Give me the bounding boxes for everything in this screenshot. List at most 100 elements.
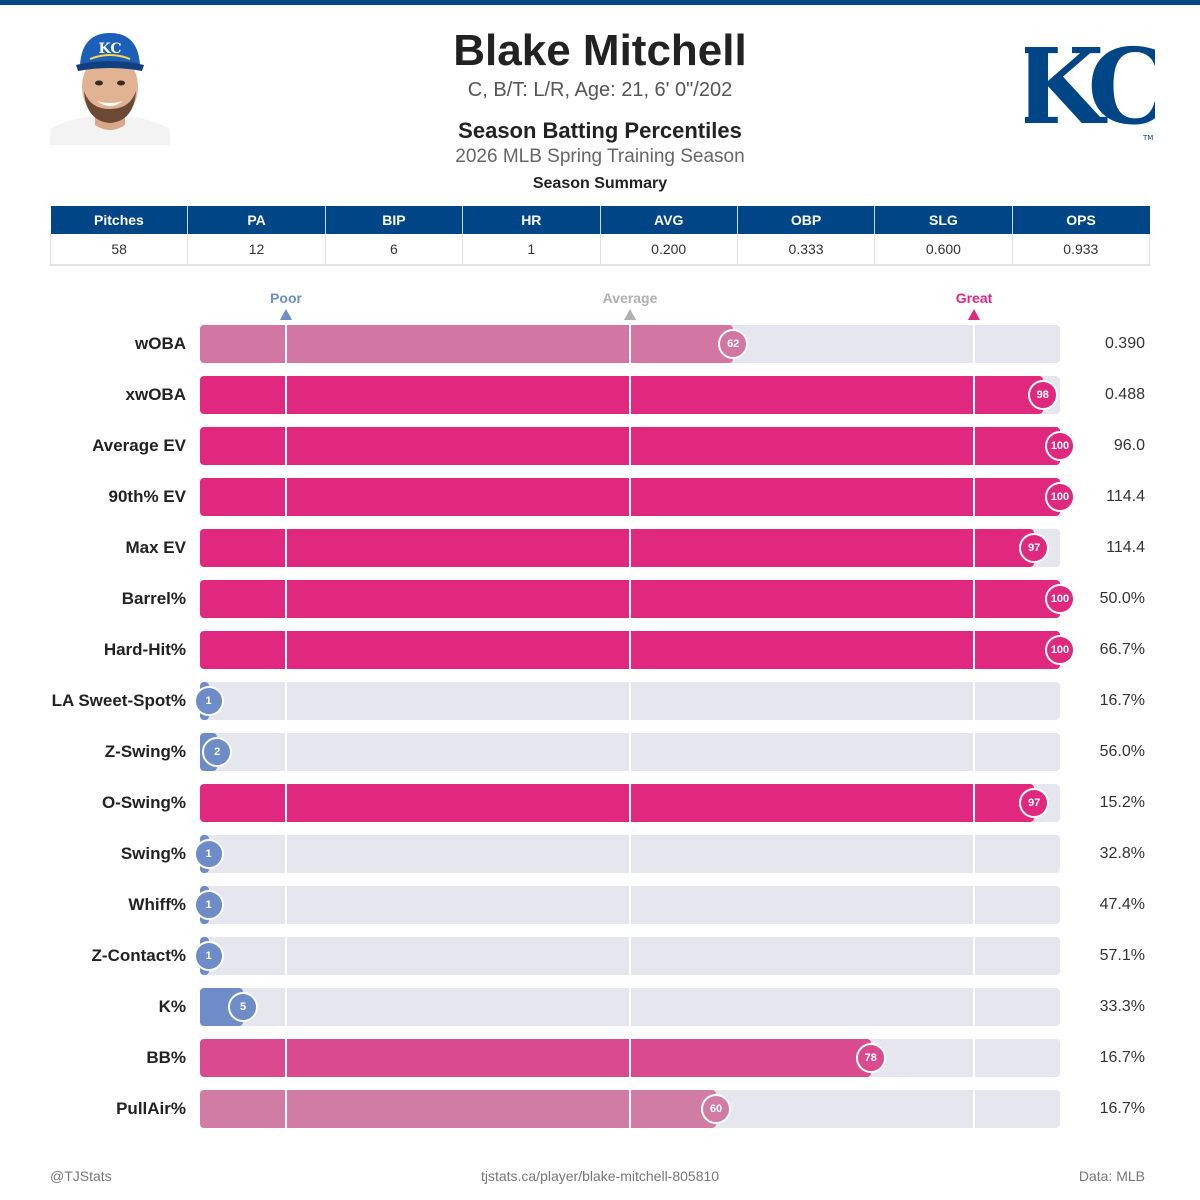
percentile-bar [200, 1039, 871, 1077]
percentile-row: xwOBA 98 0.488 [0, 375, 1200, 415]
percentile-badge: 1 [193, 686, 224, 716]
reference-gridline [973, 937, 975, 975]
metric-value: 0.488 [1104, 386, 1145, 403]
reference-gridline [285, 886, 287, 924]
reference-gridline [973, 886, 975, 924]
percentile-badge: 5 [228, 992, 258, 1022]
metric-value: 96.0 [1113, 437, 1145, 454]
reference-gridline [285, 988, 287, 1026]
reference-gridline [973, 988, 975, 1026]
reference-gridline [973, 733, 975, 771]
player-bio: C, B/T: L/R, Age: 21, 6' 0"/202 [467, 79, 733, 101]
metric-label: xwOBA [125, 385, 186, 404]
percentile-track: 97 [200, 529, 1060, 567]
reference-gridline [629, 988, 631, 1026]
percentile-track: 2 [200, 733, 1060, 771]
percentile-track: 1 [193, 835, 1060, 873]
percentile-track: 98 [200, 376, 1060, 414]
summary-cell: 0.933 [1012, 234, 1151, 266]
percentile-row: BB% 78 16.7% [0, 1038, 1200, 1078]
percentile-bar [200, 325, 734, 363]
percentile-badge: 98 [1027, 380, 1058, 410]
metric-value: 33.3% [1099, 998, 1145, 1015]
percentile-track: 1 [193, 682, 1060, 720]
metric-value: 16.7% [1099, 1100, 1145, 1117]
summary-col-header: PA [187, 206, 326, 234]
season-label: 2026 MLB Spring Training Season [455, 146, 745, 167]
summary-cell: 0.333 [737, 234, 876, 266]
reference-gridline [285, 682, 287, 720]
reference-gridline [285, 580, 287, 618]
metric-label: Z-Contact% [91, 946, 186, 965]
reference-gridline [629, 427, 631, 465]
metric-value: 32.8% [1099, 845, 1145, 862]
percentile-track: 100 [200, 478, 1075, 516]
summary-col-header: HR [462, 206, 601, 234]
player-name: Blake Mitchell [453, 26, 747, 75]
percentile-badge: 97 [1019, 533, 1050, 563]
metric-value: 57.1% [1099, 947, 1145, 964]
percentile-row: Max EV 97 114.4 [0, 528, 1200, 568]
summary-cell: 0.200 [600, 234, 738, 266]
percentile-badge: 100 [1045, 431, 1075, 461]
summary-cell: 12 [187, 234, 326, 266]
svg-text:KC: KC [1025, 25, 1155, 145]
percentile-track: 60 [200, 1090, 1060, 1128]
header: Blake Mitchell C, B/T: L/R, Age: 21, 6' … [0, 25, 1200, 169]
summary-cell: 0.600 [874, 234, 1013, 266]
percentile-track: 78 [200, 1039, 1060, 1077]
reference-gridline [973, 427, 975, 465]
summary-col-header: OPS [1012, 206, 1150, 234]
metric-value: 50.0% [1099, 590, 1145, 607]
metric-label: O-Swing% [101, 793, 186, 812]
ref-marker-triangle [968, 309, 980, 320]
footer-url: tjstats.ca/player/blake-mitchell-805810 [480, 1168, 720, 1184]
summary-col-header: AVG [600, 206, 738, 234]
reference-gridline [285, 1039, 287, 1077]
ref-marker-triangle [624, 309, 636, 320]
metric-value: 66.7% [1099, 641, 1145, 658]
summary-value-row: 58 12 6 1 0.200 0.333 0.600 0.933 [49, 234, 1151, 266]
reference-gridline [629, 1090, 631, 1128]
reference-gridline [285, 733, 287, 771]
reference-gridline [629, 580, 631, 618]
reference-gridline [629, 376, 631, 414]
percentile-badge: 100 [1045, 635, 1075, 665]
reference-gridline [973, 580, 975, 618]
reference-gridline [973, 682, 975, 720]
metric-value: 56.0% [1099, 743, 1145, 760]
percentile-row: Swing% 1 32.8% [0, 834, 1200, 874]
metric-label: Whiff% [128, 895, 186, 914]
footer-credit: @TJStats [50, 1168, 112, 1184]
reference-gridline [973, 631, 975, 669]
percentile-row: Average EV 100 96.0 [0, 426, 1200, 466]
reference-gridline [629, 631, 631, 669]
metric-value: 16.7% [1099, 692, 1145, 709]
percentile-badge: 100 [1045, 584, 1075, 614]
summary-cell: 6 [325, 234, 464, 266]
metric-label: Hard-Hit% [103, 640, 186, 659]
reference-gridline [285, 427, 287, 465]
metric-label: K% [158, 997, 186, 1016]
percentile-row: Hard-Hit% 100 66.7% [0, 630, 1200, 670]
metric-label: Swing% [120, 844, 186, 863]
percentile-track: 100 [200, 631, 1075, 669]
percentile-badge: 1 [193, 941, 224, 971]
svg-text:KC: KC [99, 41, 122, 57]
reference-gridline [973, 529, 975, 567]
reference-gridline [285, 631, 287, 669]
reference-gridline [973, 376, 975, 414]
summary-col-header: Pitches [50, 206, 189, 234]
percentile-track: 100 [200, 427, 1075, 465]
reference-gridline [629, 478, 631, 516]
percentile-row: Whiff% 1 47.4% [0, 885, 1200, 925]
metric-value: 0.390 [1104, 335, 1145, 352]
reference-gridline [285, 835, 287, 873]
summary-cell: 1 [462, 234, 601, 266]
reference-gridline [629, 886, 631, 924]
ref-label-poor: Poor [270, 290, 302, 306]
reference-gridline [629, 733, 631, 771]
percentile-row: PullAir% 60 16.7% [0, 1089, 1200, 1129]
metric-value: 16.7% [1099, 1049, 1145, 1066]
reference-gridline [285, 1090, 287, 1128]
